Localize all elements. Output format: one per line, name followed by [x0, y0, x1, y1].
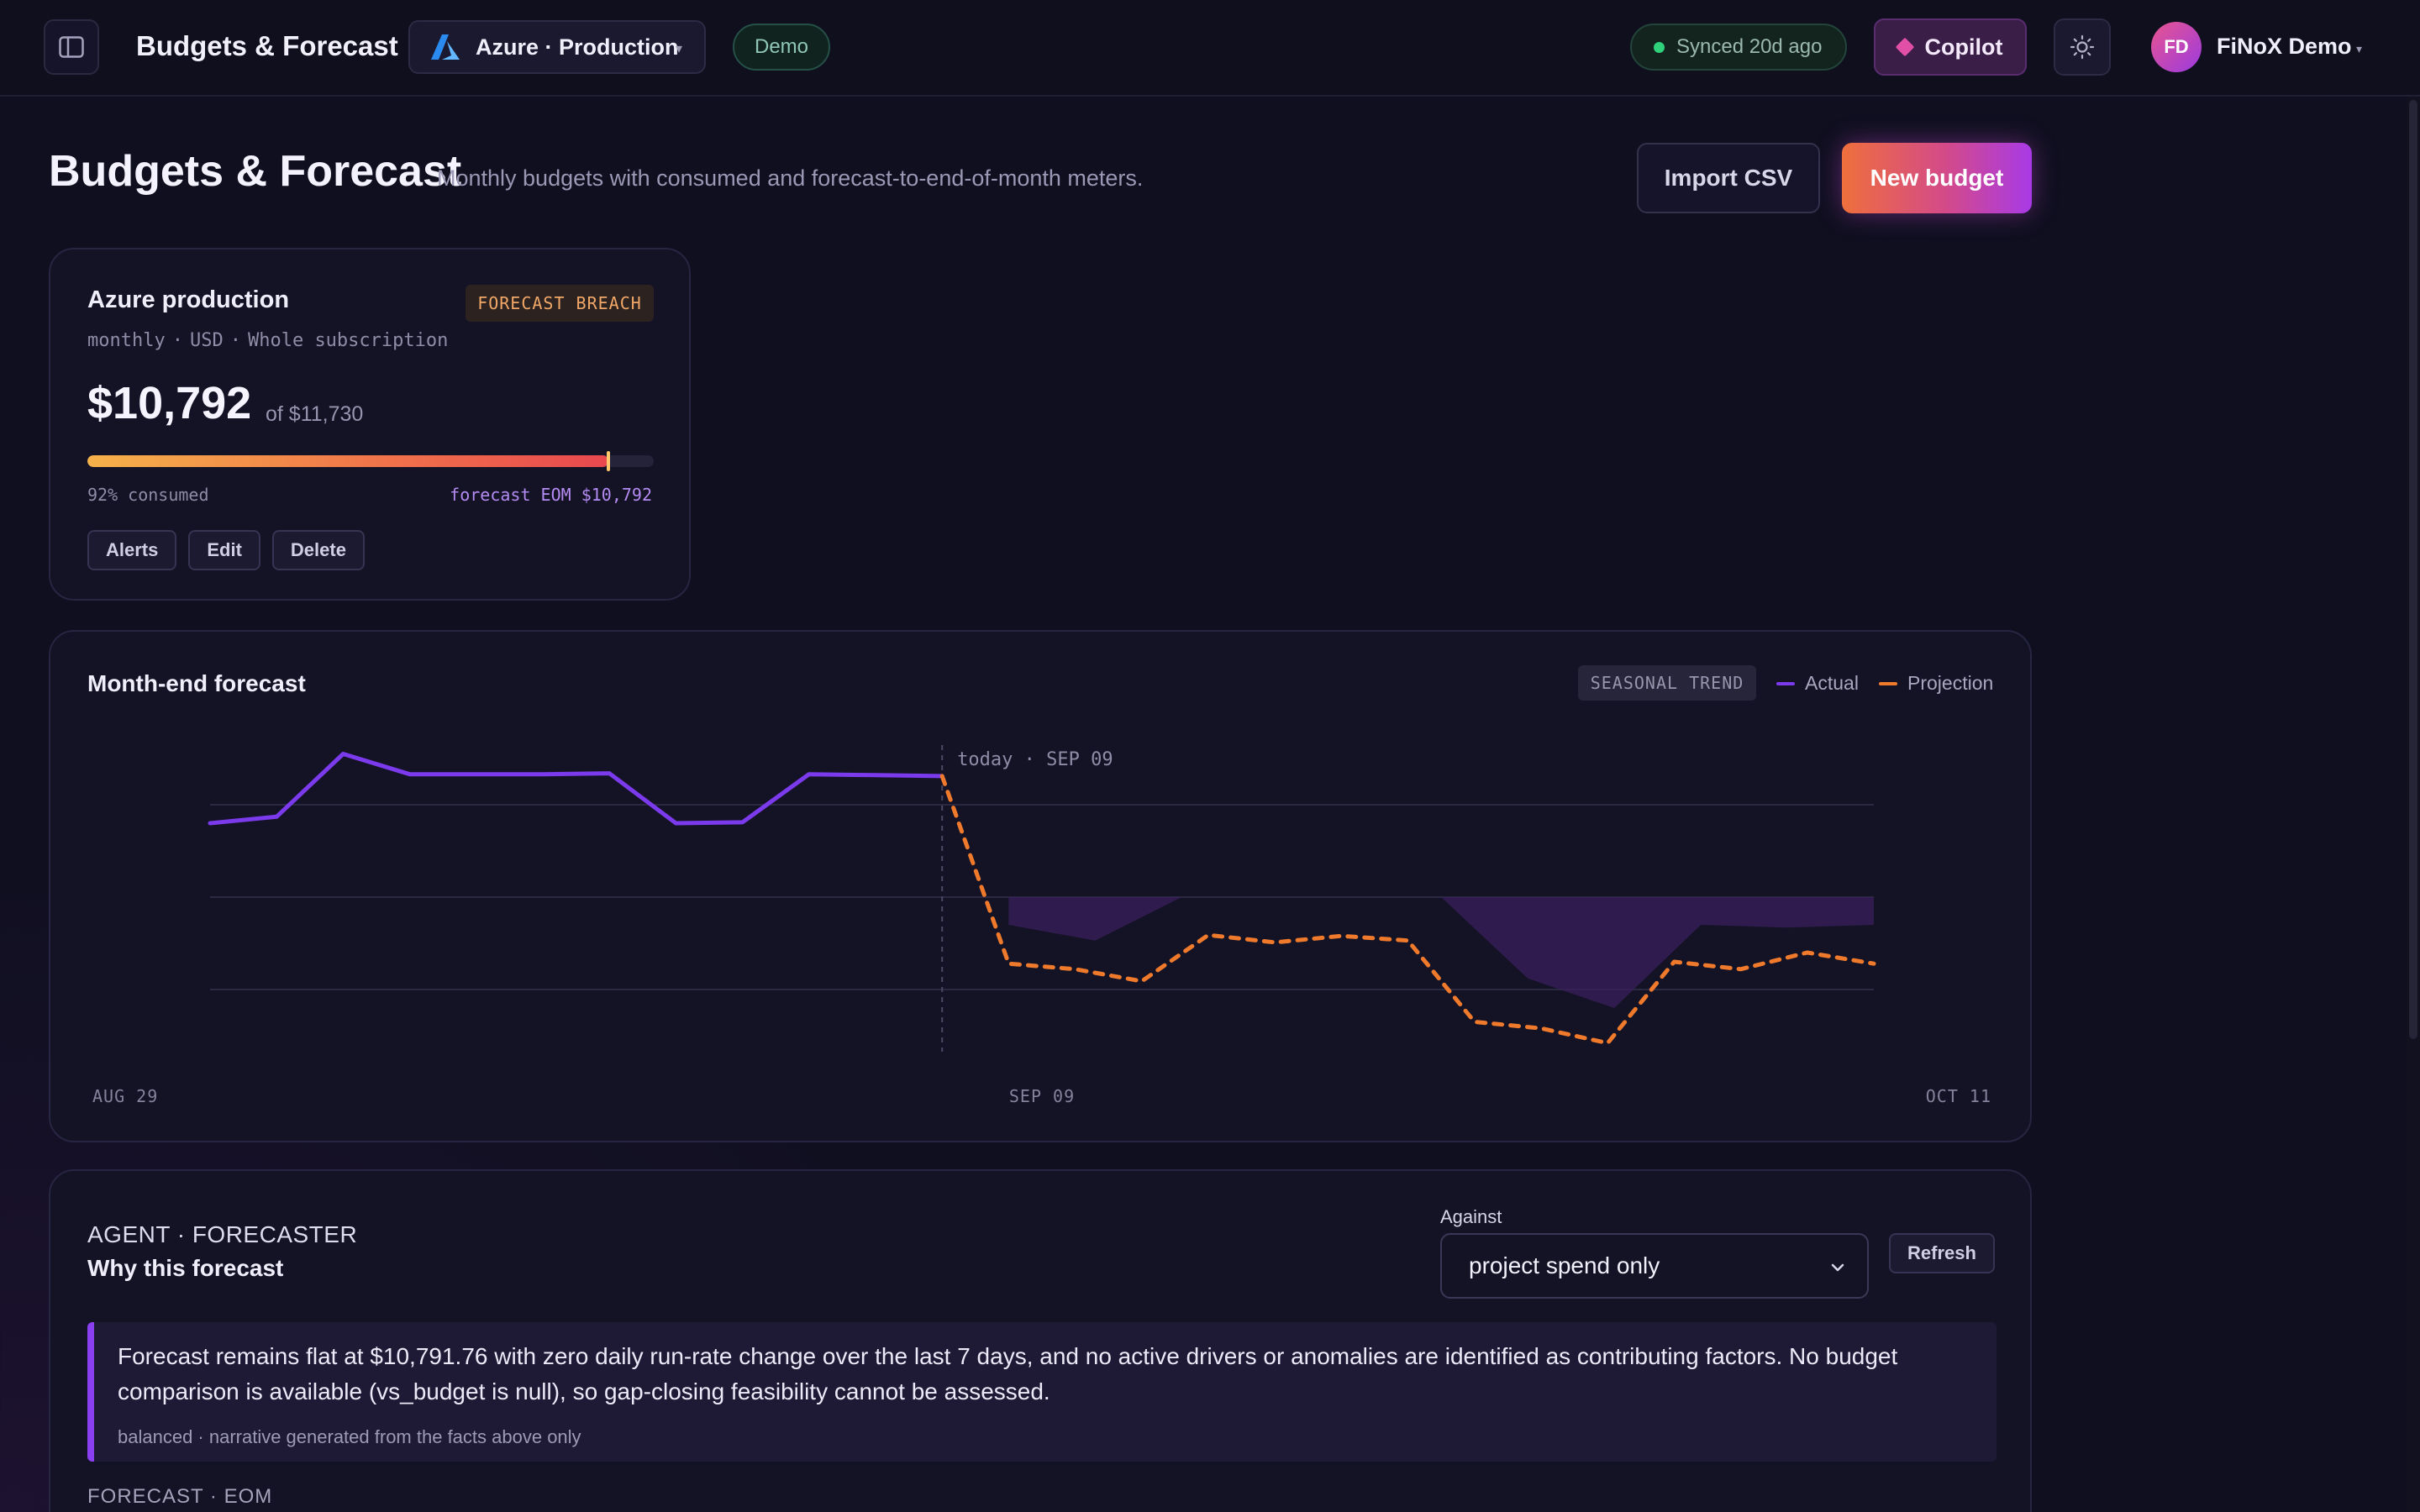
budget-scope: Whole subscription	[247, 330, 449, 351]
consumption-meter-fill	[87, 455, 609, 467]
forecast-eom: forecast EOM $10,792	[450, 485, 652, 505]
forecast-marker	[607, 451, 611, 471]
sync-status-badge: Synced 20d ago	[1630, 24, 1847, 71]
legend-actual-swatch	[1776, 681, 1795, 685]
sidebar-toggle-button[interactable]	[44, 19, 99, 75]
legend-projection-swatch	[1879, 681, 1897, 685]
against-select[interactable]: project spend only	[1440, 1233, 1869, 1299]
narrative-text: Forecast remains flat at $10,791.76 with…	[118, 1343, 1898, 1404]
sync-status-text: Synced 20d ago	[1676, 35, 1823, 58]
budget-consumed-amount: $10,792	[87, 378, 252, 428]
top-bar: Budgets & Forecast Azure · Production ▾ …	[0, 0, 2420, 97]
consumption-meter	[87, 455, 654, 467]
environment-label: Azure · Production	[476, 34, 679, 60]
legend-projection: Projection	[1879, 672, 1993, 695]
copilot-label: Copilot	[1924, 34, 2003, 60]
narrative-note: balanced · narrative generated from the …	[118, 1426, 581, 1447]
section-label: FORECAST · EOM	[87, 1485, 273, 1508]
app-title: Budgets & Forecast	[136, 30, 398, 61]
x-tick-label-2: OCT 11	[1926, 1086, 1991, 1106]
agent-title: Why this forecast	[87, 1255, 284, 1281]
forecast-chart-card: Month-end forecast SEASONAL TREND Actual…	[49, 630, 2032, 1142]
agent-kicker: AGENT · FORECASTER	[87, 1221, 358, 1247]
consumed-percent: 92% consumed	[87, 485, 209, 505]
delete-button[interactable]: Delete	[271, 530, 365, 570]
azure-logo-icon	[431, 34, 460, 60]
page-title: Budgets & Forecast	[49, 147, 462, 196]
alerts-button[interactable]: Alerts	[87, 530, 177, 570]
meta-separator: ·	[171, 330, 183, 351]
budget-meta: monthly · USD · Whole subscription	[87, 330, 448, 351]
chart-title: Month-end forecast	[87, 670, 306, 696]
budget-name: Azure production	[87, 286, 290, 313]
import-csv-button[interactable]: Import CSV	[1637, 143, 1820, 213]
chevron-down-icon[interactable]: ▾	[2356, 42, 2363, 55]
demo-mode-chip: Demo	[733, 24, 830, 71]
environment-selector[interactable]: Azure · Production ▾	[408, 20, 706, 74]
sun-icon	[2070, 34, 2095, 60]
refresh-button[interactable]: Refresh	[1889, 1233, 1995, 1273]
budget-card: Azure production FORECAST BREACH monthly…	[49, 248, 691, 601]
legend-actual: Actual	[1776, 672, 1859, 695]
chevron-down-icon: ▾	[675, 42, 682, 56]
sidebar-icon	[59, 36, 84, 58]
x-tick-label-0: AUG 29	[92, 1086, 158, 1106]
avatar[interactable]: FD	[2151, 22, 2202, 72]
legend-projection-label: Projection	[1907, 672, 1994, 694]
budget-currency: USD	[189, 330, 224, 351]
chevron-down-icon	[1831, 1263, 1844, 1272]
forecast-breach-badge: FORECAST BREACH	[466, 285, 654, 322]
page-subtitle: Monthly budgets with consumed and foreca…	[437, 165, 1144, 191]
diamond-icon	[1895, 37, 1914, 57]
legend-actual-label: Actual	[1805, 672, 1859, 694]
agent-forecaster-card: AGENT · FORECASTER Why this forecast Aga…	[49, 1169, 2032, 1512]
copilot-button[interactable]: Copilot	[1874, 18, 2027, 76]
scrollbar-thumb[interactable]	[2409, 100, 2417, 1039]
series-projection-line	[939, 774, 1876, 1046]
meta-separator: ·	[229, 330, 241, 351]
theme-toggle-button[interactable]	[2054, 18, 2111, 76]
budget-actions: Alerts Edit Delete	[87, 530, 365, 570]
status-dot-icon	[1654, 41, 1665, 53]
budget-limit: of $11,730	[266, 402, 364, 426]
page-scrollbar[interactable]	[2407, 97, 2420, 1512]
projection-band	[1008, 897, 1874, 1008]
forecast-narrative: Forecast remains flat at $10,791.76 with…	[87, 1322, 1996, 1462]
today-label: today · SEP 09	[957, 749, 1113, 770]
forecast-chart: today · SEP 09 AUG 29 SEP 09 OCT 11	[92, 745, 1991, 1106]
seasonal-trend-tag: SEASONAL TREND	[1578, 665, 1756, 701]
user-name[interactable]: FiNoX Demo	[2217, 34, 2352, 59]
series-actual-line	[208, 752, 944, 826]
x-tick-label-1: SEP 09	[1009, 1086, 1075, 1106]
against-label: Against	[1440, 1206, 1502, 1227]
budget-period: monthly	[87, 330, 166, 351]
against-select-value: project spend only	[1469, 1252, 1660, 1278]
edit-button[interactable]: Edit	[188, 530, 260, 570]
new-budget-button[interactable]: New budget	[1842, 143, 2032, 213]
